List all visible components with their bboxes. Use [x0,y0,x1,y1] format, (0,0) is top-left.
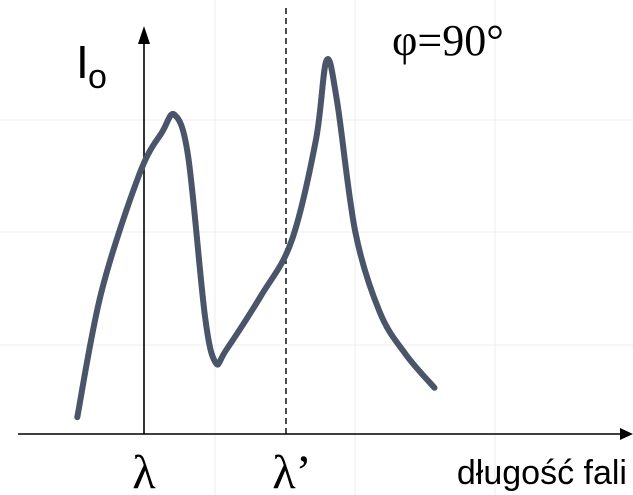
y-axis-label: I [76,36,89,88]
y-axis-arrowhead [138,26,150,44]
x-axis-arrowhead [620,428,633,440]
x-axis-label: długość fali [457,454,627,492]
spectrum-curve [74,56,438,421]
tick-label-lambda-prime: λ’ [272,446,311,495]
y-axis-label-subscript: o [88,58,107,96]
tick-label-lambda: λ [132,446,156,495]
angle-annotation: φ=90° [392,16,504,65]
